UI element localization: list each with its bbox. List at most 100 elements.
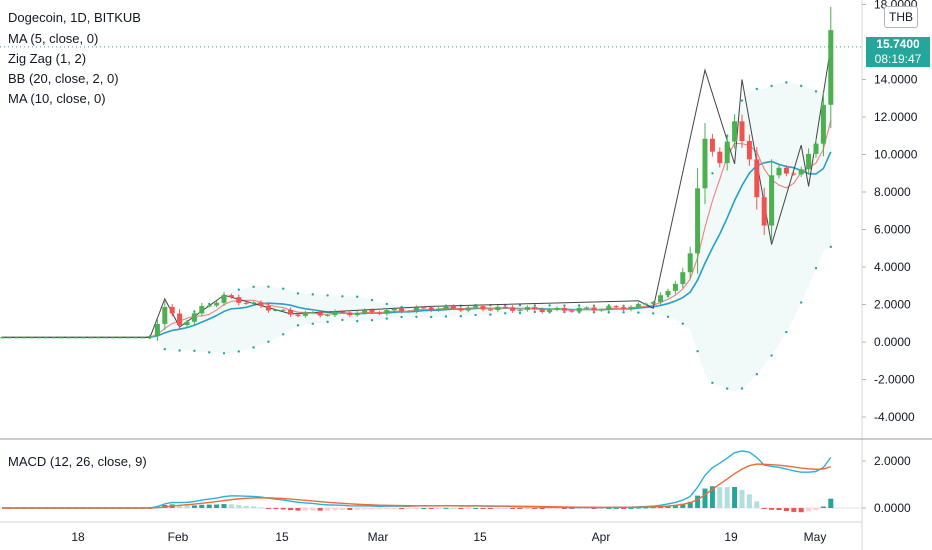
- candle-up: [362, 310, 368, 313]
- macd-histogram-bar: [658, 506, 664, 508]
- bb-lower-dot: [178, 349, 181, 352]
- macd-histogram-bar: [635, 507, 641, 509]
- candle-down: [295, 314, 301, 316]
- candle-up: [43, 337, 49, 339]
- candle-up: [273, 309, 279, 311]
- time-tick-label: 19: [724, 530, 738, 544]
- candle-up: [251, 302, 257, 304]
- candle-up: [354, 312, 360, 316]
- macd-histogram-bar: [428, 508, 434, 509]
- candle-up: [125, 337, 131, 339]
- macd-histogram-bar: [606, 507, 612, 509]
- candle-up: [391, 308, 397, 311]
- indicator-ma10[interactable]: MA (10, close, 0): [8, 91, 106, 106]
- candle-down: [399, 308, 405, 312]
- indicator-macd[interactable]: MACD (12, 26, close, 9): [8, 454, 147, 469]
- bb-lower-dot: [504, 312, 507, 315]
- macd-histogram-bar: [510, 508, 516, 509]
- candle-down: [739, 121, 745, 142]
- candle-up: [635, 304, 641, 307]
- bb-lower-dot: [740, 387, 744, 390]
- currency-button[interactable]: THB: [884, 6, 918, 28]
- macd-histogram-bar: [391, 508, 397, 509]
- macd-histogram-bar: [339, 508, 345, 510]
- macd-histogram-bar: [184, 505, 190, 508]
- candle-down: [339, 311, 345, 313]
- candle-up: [117, 337, 123, 339]
- bb-lower-dot: [400, 315, 403, 319]
- bb-upper-dot: [711, 172, 714, 175]
- macd-histogram-bar: [495, 508, 501, 509]
- bb-lower-dot: [267, 340, 270, 343]
- candle-down: [502, 306, 508, 308]
- bb-lower-dot: [770, 354, 773, 357]
- macd-histogram-bar: [295, 508, 301, 511]
- macd-histogram-bar: [191, 505, 197, 508]
- bb-lower-dot: [726, 387, 729, 390]
- macd-histogram-bar: [384, 508, 390, 509]
- macd-histogram-bar: [251, 506, 257, 508]
- candle-down: [591, 307, 597, 311]
- candle-up: [140, 337, 146, 339]
- price-tick-label: 8.0000: [874, 185, 911, 199]
- bb-upper-dot: [237, 288, 240, 291]
- bb-lower-dot: [622, 311, 625, 314]
- bb-upper-dot: [296, 292, 300, 295]
- macd-histogram-bar: [539, 508, 545, 509]
- candle-up: [325, 315, 331, 317]
- macd-histogram-bar: [524, 508, 530, 509]
- macd-histogram-bar: [584, 508, 590, 509]
- macd-histogram-bar: [465, 508, 471, 509]
- candle-down: [569, 310, 575, 312]
- macd-histogram-bar: [273, 508, 279, 510]
- candle-up: [687, 253, 693, 273]
- candle-down: [450, 306, 456, 309]
- candle-up: [103, 337, 109, 339]
- candle-up: [732, 121, 738, 142]
- candle-down: [717, 151, 723, 164]
- candle-down: [754, 159, 760, 198]
- candle-up: [606, 306, 612, 310]
- candle-up: [14, 337, 20, 339]
- bb-upper-dot: [578, 304, 581, 307]
- candle-up: [628, 306, 634, 310]
- macd-histogram-bar: [746, 494, 752, 508]
- macd-histogram-bar: [776, 508, 782, 511]
- candle-up: [695, 188, 701, 254]
- candle-down: [177, 313, 183, 326]
- macd-histogram-bar: [761, 508, 767, 509]
- bb-lower-dot: [326, 320, 329, 324]
- macd-histogram-bar: [347, 508, 353, 510]
- macd-histogram-bar: [517, 508, 523, 509]
- candle-up: [658, 295, 664, 303]
- indicator-zigzag[interactable]: Zig Zag (1, 2): [8, 51, 86, 66]
- price-axis[interactable]: 18.0000 14.0000 12.0000 10.0000 8.0000 6.0000…: [862, 0, 918, 424]
- macd-histogram-bar: [813, 508, 819, 511]
- indicator-ma5[interactable]: MA (5, close, 0): [8, 31, 98, 46]
- macd-axis[interactable]: 2.0000 0.0000: [862, 454, 911, 515]
- bb-upper-dot: [208, 302, 211, 306]
- macd-histogram-bar: [643, 507, 649, 509]
- macd-histogram-bar: [265, 508, 271, 509]
- candle-up: [36, 337, 42, 339]
- macd-histogram-bar: [621, 508, 627, 509]
- bb-upper-dot: [252, 285, 255, 289]
- macd-histogram-bar: [421, 507, 427, 509]
- time-tick-label: Apr: [592, 530, 611, 544]
- candle-up: [214, 302, 220, 306]
- macd-histogram-bar: [754, 501, 760, 508]
- candle-up: [110, 337, 116, 339]
- bb-lower-dot: [356, 319, 359, 323]
- candle-up: [332, 311, 338, 316]
- bb-upper-dot: [326, 294, 329, 297]
- candle-down: [532, 307, 538, 310]
- candle-down: [709, 138, 715, 152]
- time-axis[interactable]: 18 Feb 15 Mar 15 Apr 19 May: [71, 530, 826, 544]
- candle-up: [643, 303, 649, 305]
- indicator-bb[interactable]: BB (20, close, 2, 0): [8, 71, 119, 86]
- bb-lower-dot: [800, 301, 803, 304]
- candle-down: [487, 309, 493, 311]
- bb-lower-dot: [341, 318, 344, 322]
